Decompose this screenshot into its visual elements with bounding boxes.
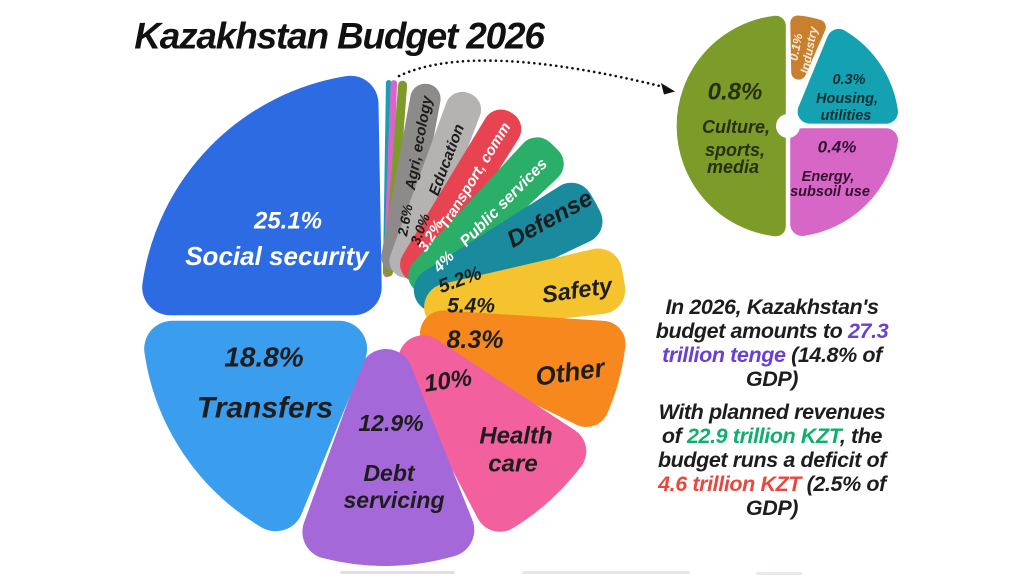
svg-text:Housing,: Housing, [816, 91, 878, 107]
svg-text:25.1%: 25.1% [253, 208, 322, 235]
svg-text:0.8%: 0.8% [708, 79, 763, 106]
svg-text:With planned revenues: With planned revenues [659, 400, 886, 424]
svg-text:Social security: Social security [185, 241, 370, 271]
svg-text:sports,: sports, [705, 140, 765, 160]
svg-text:GDP): GDP) [746, 367, 798, 391]
svg-text:12.9%: 12.9% [358, 410, 423, 436]
svg-text:Debt: Debt [363, 460, 415, 486]
svg-text:Transfers: Transfers [197, 392, 333, 425]
svg-text:Health: Health [479, 423, 552, 450]
svg-text:Energy,: Energy, [802, 169, 855, 185]
svg-text:5.4%: 5.4% [447, 295, 495, 318]
svg-text:utilities: utilities [821, 108, 872, 124]
svg-text:0.3%: 0.3% [832, 72, 865, 88]
svg-text:In 2026, Kazakhstan's: In 2026, Kazakhstan's [665, 295, 878, 319]
svg-text:8.3%: 8.3% [447, 326, 504, 354]
svg-text:trillion tenge (14.8% of: trillion tenge (14.8% of [662, 343, 884, 367]
svg-text:Culture,: Culture, [702, 117, 770, 137]
svg-text:0.1%: 0.1% [786, 32, 805, 62]
svg-text:GDP): GDP) [746, 496, 798, 520]
svg-text:care: care [488, 451, 537, 478]
svg-text:10%: 10% [422, 364, 473, 397]
svg-text:budget runs a deficit of: budget runs a deficit of [658, 448, 888, 472]
svg-text:Kazakhstan Budget 2026: Kazakhstan Budget 2026 [134, 16, 545, 57]
svg-text:18.8%: 18.8% [224, 342, 303, 373]
svg-text:subsoil use: subsoil use [790, 184, 870, 200]
svg-text:servicing: servicing [344, 487, 445, 513]
svg-text:media: media [707, 157, 759, 177]
svg-text:of 22.9 trillion KZT, the: of 22.9 trillion KZT, the [662, 424, 883, 448]
svg-text:2.6%: 2.6% [394, 202, 416, 238]
svg-text:4.6 trillion KZT (2.5% of: 4.6 trillion KZT (2.5% of [657, 472, 888, 496]
svg-text:budget amounts to 27.3: budget amounts to 27.3 [656, 319, 889, 343]
svg-text:0.4%: 0.4% [818, 138, 857, 157]
